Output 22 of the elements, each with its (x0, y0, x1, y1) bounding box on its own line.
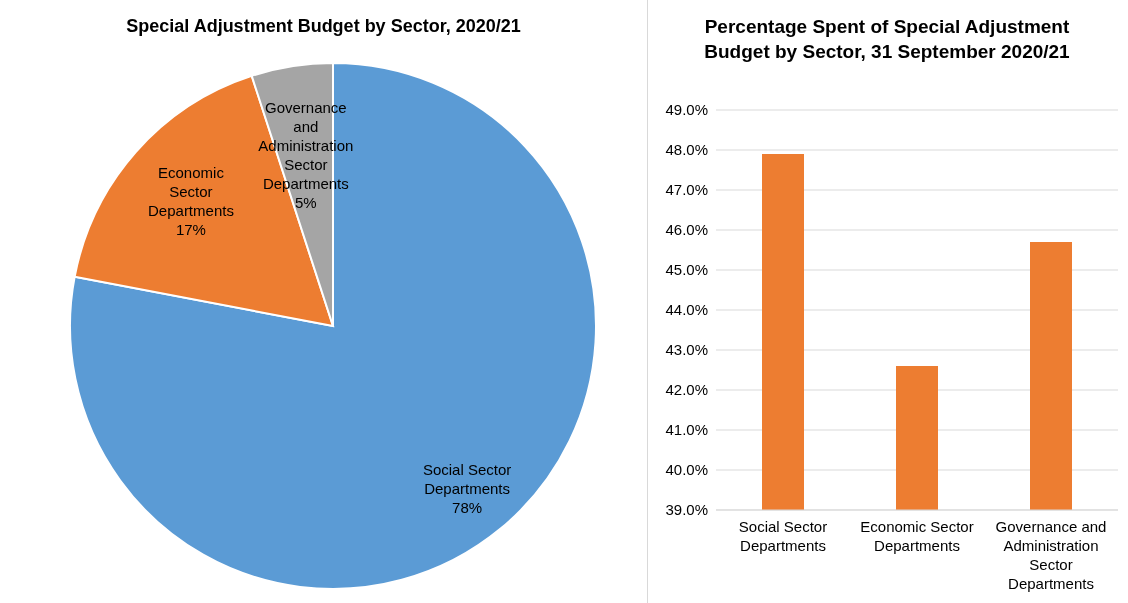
y-tick-label: 45.0% (665, 261, 708, 279)
y-tick-label: 43.0% (665, 341, 708, 359)
data-label: 5% (295, 193, 317, 211)
y-tick-label: 40.0% (665, 461, 708, 479)
x-tick-label: Governance and Administration Sector Departments (995, 518, 1107, 592)
data-label: 78% (452, 498, 483, 516)
y-tick-label: 46.0% (665, 221, 708, 239)
y-tick-label: 41.0% (665, 421, 708, 439)
y-tick-label: 39.0% (665, 501, 708, 519)
chart-title: Special Adjustment Budget by Sector, 2020/21 (125, 15, 522, 38)
y-tick-label: 47.0% (665, 181, 708, 199)
slice-label: Economic Sector Departments (148, 163, 234, 219)
y-tick-label: 48.0% (665, 141, 708, 159)
x-tick-label: Economic Sector Departments (860, 518, 974, 554)
pie-slice (69, 62, 597, 590)
y-tick-label: 42.0% (665, 381, 708, 399)
slice-label: Social Sector Departments (422, 460, 512, 497)
x-tick-label: Social Sector Departments (738, 518, 828, 554)
chart-title: Percentage Spent of Special Adjustment Budget by Sector, 31 September 2020/21 (703, 15, 1071, 64)
y-tick-label: 44.0% (665, 301, 708, 319)
data-label: 17% (175, 220, 206, 238)
y-tick-label: 49.0% (665, 101, 708, 119)
